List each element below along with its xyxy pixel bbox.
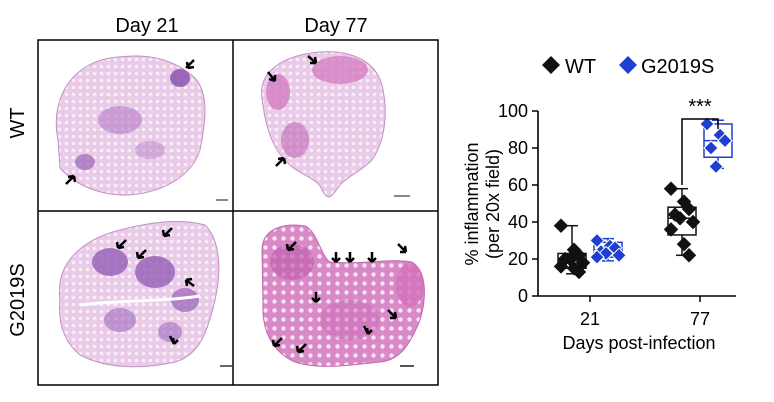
y-axis-label-line2: (per 20x field)	[483, 149, 503, 259]
significance-stars: ***	[688, 96, 712, 118]
data-point	[598, 245, 614, 262]
row-label-g2019s: G2019S	[7, 263, 29, 336]
data-point	[681, 247, 697, 263]
row-label-wt: WT	[7, 107, 29, 138]
legend-g2019s-marker	[619, 56, 637, 74]
column-label-day21: Day 21	[115, 15, 178, 37]
significance-bracket	[681, 118, 719, 185]
x-tick-label: 21	[580, 309, 600, 329]
data-point	[672, 210, 688, 226]
data-point	[571, 264, 587, 280]
data-point	[703, 140, 719, 156]
y-tick-label: 40	[508, 212, 528, 232]
histology-panel: Day 21 Day 77 WT G2019S	[7, 15, 439, 386]
data-point	[663, 222, 679, 237]
data-point	[589, 232, 605, 249]
data-points	[553, 116, 733, 280]
y-axis-label-line1: % inflammation	[462, 142, 482, 265]
data-point	[611, 247, 627, 264]
data-point	[681, 201, 697, 217]
data-point	[553, 218, 569, 234]
y-tick-label: 60	[508, 175, 528, 195]
data-point	[663, 181, 679, 197]
y-ticks: 0 20 40 60 80 100	[498, 101, 538, 306]
tissue-g2019s-day21	[58, 220, 232, 368]
data-point	[676, 236, 692, 252]
column-label-day77: Day 77	[304, 15, 367, 37]
legend-wt-marker	[542, 56, 560, 74]
data-point	[699, 116, 715, 132]
x-ticks: 21 77	[580, 296, 710, 329]
x-tick-label: 77	[690, 309, 710, 329]
box-plots	[557, 119, 733, 275]
y-tick-label: 100	[498, 101, 528, 121]
data-point	[685, 214, 701, 230]
legend: WT G2019S	[542, 56, 714, 78]
y-tick-label: 20	[508, 249, 528, 269]
y-tick-label: 80	[508, 138, 528, 158]
data-point	[553, 259, 569, 274]
significance-annotation: ***	[681, 96, 719, 185]
tissue-g2019s-day77	[261, 224, 425, 367]
inflammation-chart: WT G2019S 0 20 40 60 80 100 21 77 % inflammati…	[462, 56, 736, 353]
data-point	[708, 158, 724, 175]
data-point	[717, 132, 733, 149]
y-tick-label: 0	[518, 286, 528, 306]
x-axis-label: Days post-infection	[562, 333, 715, 353]
legend-g2019s-label: G2019S	[641, 56, 714, 78]
tissue-wt-day77	[261, 51, 410, 198]
data-point	[589, 249, 605, 265]
tissue-wt-day21	[55, 55, 228, 201]
legend-wt-label: WT	[565, 56, 596, 78]
